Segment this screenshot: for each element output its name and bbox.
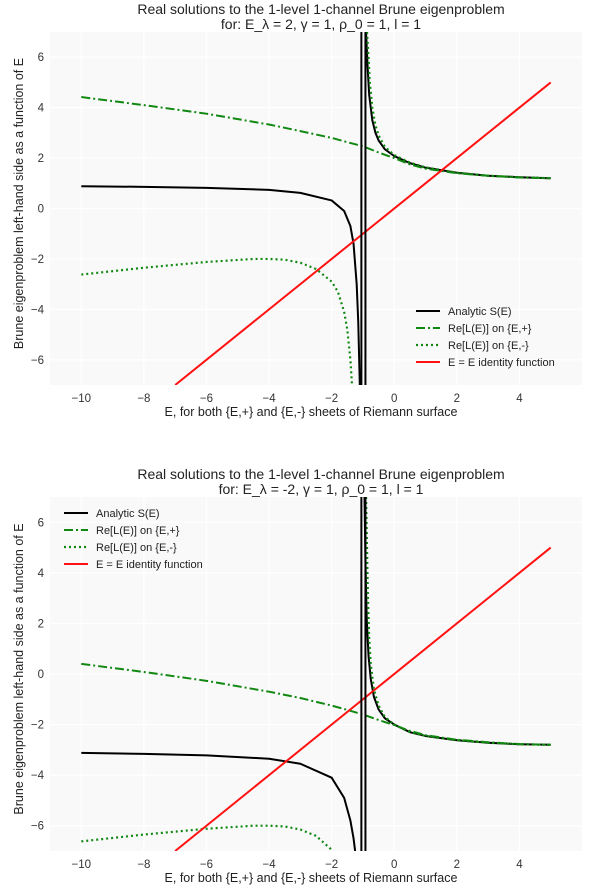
chart-1: Real solutions to the 1-level 1-channel … — [12, 1, 582, 419]
series-line — [81, 824, 334, 851]
y-axis-label: Brune eigenproblem left-hand side as a f… — [12, 58, 26, 349]
series-group — [81, 32, 552, 385]
y-tick-label: −4 — [31, 304, 45, 316]
x-tick-label: −2 — [325, 393, 338, 405]
x-tick-label: 4 — [516, 393, 523, 405]
chart-title: Real solutions to the 1-level 1-channel … — [137, 466, 504, 482]
y-tick-label: −6 — [31, 821, 44, 833]
legend-label: Analytic S(E) — [448, 306, 512, 318]
y-tick-label: 6 — [38, 517, 44, 529]
y-tick-label: 0 — [38, 669, 44, 681]
x-tick-label: 0 — [391, 393, 397, 405]
legend-label: Re[L(E)] on {E,+} — [96, 525, 180, 537]
series-line — [364, 497, 551, 746]
y-tick-label: 0 — [38, 204, 44, 216]
y-tick-label: 4 — [38, 568, 45, 580]
x-tick-label: 2 — [454, 393, 460, 405]
x-tick-label: −10 — [72, 393, 92, 405]
series-line — [81, 96, 551, 180]
x-tick-label: −4 — [262, 859, 276, 871]
legend-label: Re[L(E)] on {E,-} — [448, 340, 529, 352]
y-axis-label: Brune eigenproblem left-hand side as a f… — [12, 523, 26, 814]
legend: Analytic S(E) Re[L(E)] on {E,+} Re[L(E)] o… — [416, 306, 555, 369]
series-line — [365, 32, 551, 180]
y-tick-label: −6 — [31, 355, 44, 367]
legend-label: Re[L(E)] on {E,+} — [448, 323, 532, 335]
y-tick-label: −2 — [31, 720, 44, 732]
x-axis-label: E, for both {E,+} and {E,-} sheets of Ri… — [165, 405, 458, 419]
series-line — [81, 185, 361, 385]
series-group — [81, 497, 552, 851]
chart-subtitle: for: E_λ = -2, γ = 1, ρ_0 = 1, l = 1 — [219, 481, 424, 497]
x-tick-label: 0 — [391, 859, 397, 871]
x-tick-label: −4 — [262, 393, 276, 405]
x-tick-label: −10 — [72, 859, 92, 871]
chart-title: Real solutions to the 1-level 1-channel … — [137, 1, 504, 17]
x-tick-label: 4 — [516, 859, 523, 871]
x-tick-label: 2 — [454, 859, 460, 871]
legend-label: Analytic S(E) — [96, 508, 160, 520]
x-tick-label: −6 — [200, 859, 213, 871]
x-tick-label: −8 — [137, 393, 150, 405]
legend-label: E = E identity function — [448, 357, 555, 369]
x-tick-label: −6 — [200, 393, 213, 405]
y-tick-label: 2 — [38, 153, 44, 165]
chart-subtitle: for: E_λ = 2, γ = 1, ρ_0 = 1, l = 1 — [221, 16, 421, 32]
chart-2: Real solutions to the 1-level 1-channel … — [12, 466, 582, 885]
y-tick-label: −4 — [31, 770, 45, 782]
y-tick-label: 6 — [38, 52, 44, 64]
x-axis-label: E, for both {E,+} and {E,-} sheets of Ri… — [165, 871, 458, 885]
y-tick-label: 4 — [38, 103, 45, 115]
y-tick-label: 2 — [38, 618, 44, 630]
x-tick-label: −2 — [325, 859, 338, 871]
x-tick-label: −8 — [137, 859, 150, 871]
legend-label: E = E identity function — [96, 559, 203, 571]
y-tick-label: −2 — [31, 254, 44, 266]
series-line — [81, 751, 357, 851]
legend-label: Re[L(E)] on {E,-} — [96, 542, 177, 554]
series-line — [174, 546, 552, 851]
series-line — [174, 81, 552, 385]
legend: Analytic S(E) Re[L(E)] on {E,+} Re[L(E)] o… — [64, 508, 203, 571]
